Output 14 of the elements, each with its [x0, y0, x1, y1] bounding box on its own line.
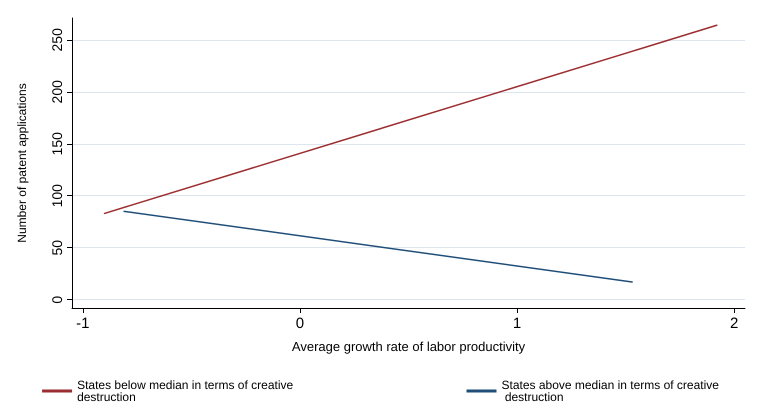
x-tick-label: 1 — [512, 315, 522, 332]
y-tick-label: 100 — [49, 184, 65, 208]
legend-label: States above median in terms of creative destruction — [501, 378, 720, 404]
x-tick-label: 0 — [296, 315, 304, 332]
y-tick-label: 250 — [49, 28, 65, 52]
y-tick-label: 50 — [49, 240, 65, 256]
x-tick-label: 2 — [730, 315, 738, 332]
x-tick-label: -1 — [76, 315, 90, 332]
y-tick-label: 150 — [49, 132, 65, 156]
legend-label: States below median in terms of creative destruction — [77, 378, 296, 404]
y-tick-label: 0 — [49, 296, 65, 304]
y-axis-title: Number of patent applications — [15, 83, 29, 243]
x-axis-title: Average growth rate of labor productivity — [292, 339, 526, 354]
y-tick-label: 200 — [49, 80, 65, 104]
